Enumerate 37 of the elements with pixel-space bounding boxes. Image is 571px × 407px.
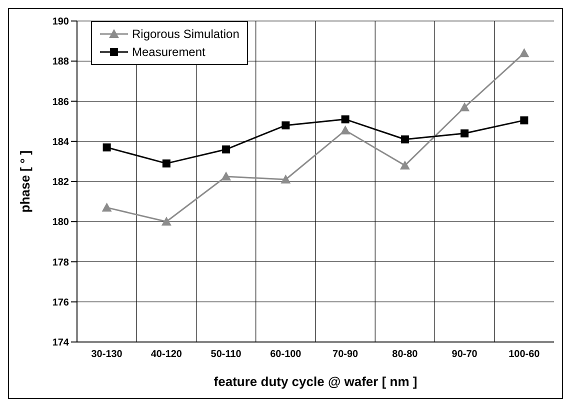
point [102,202,112,212]
x-tick-label: 100-60 [508,349,540,360]
point [162,159,170,168]
x-tick-label: 30-130 [91,349,123,360]
x-tick-label: 90-70 [452,349,478,360]
x-tick-label: 70-90 [332,349,359,360]
y-tick-label: 188 [52,56,70,68]
y-tick-label: 186 [52,96,70,108]
point [400,135,409,144]
point [222,145,230,154]
point [520,116,528,124]
y-tick-label: 174 [52,338,70,349]
x-tick-label: 40-120 [150,349,182,360]
point [161,216,172,226]
y-tick-label: 180 [52,217,70,228]
x-tick-label: 50-110 [210,349,242,360]
y-tick-label: 182 [52,177,70,188]
point [460,102,470,112]
y-tick-label: 176 [52,297,70,308]
x-tick-label: 80-80 [392,349,418,360]
point [280,174,291,184]
point [519,48,530,58]
y-tick-label: 184 [52,136,70,148]
point [460,129,469,138]
legend-label: Measurement [132,44,206,61]
legend-label: Rigorous Simulation [132,26,240,43]
point [102,143,111,152]
y-axis-title: phase [ ° ] [18,150,33,213]
point [340,125,350,134]
point [282,121,290,130]
y-tick-label: 178 [52,257,70,268]
x-axis-title: feature duty cycle @ wafer [ nm ] [214,374,418,389]
y-tick-label: 190 [52,16,70,28]
point [400,160,410,170]
point [341,115,350,124]
point [221,171,232,180]
x-tick-label: 60-100 [270,349,302,360]
